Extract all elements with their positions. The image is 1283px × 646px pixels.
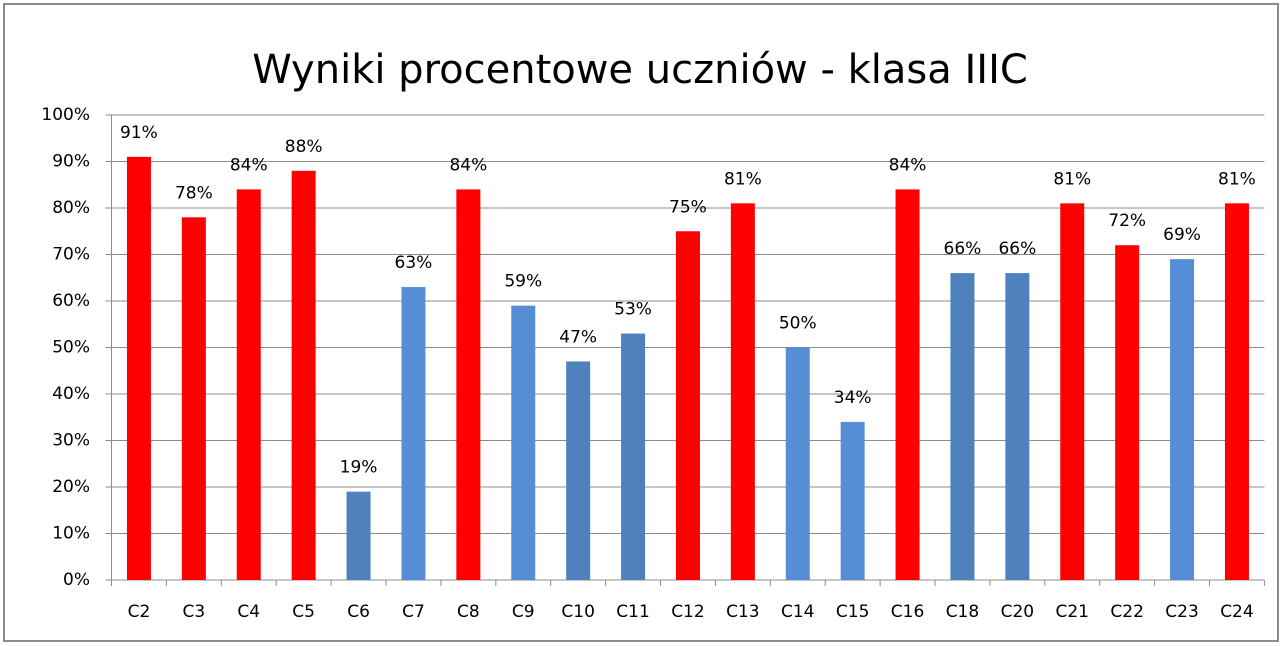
value-label: 19%: [340, 458, 378, 478]
value-label: 66%: [998, 239, 1036, 259]
value-label: 34%: [834, 388, 872, 408]
y-tick-label: 10%: [52, 524, 90, 544]
y-tick-label: 0%: [63, 570, 90, 590]
bar: [1224, 203, 1249, 580]
x-tick-label: C16: [891, 602, 925, 622]
x-tick-label: C18: [946, 602, 980, 622]
y-tick-label: 60%: [52, 291, 90, 311]
x-tick-label: C14: [781, 602, 815, 622]
value-label: 88%: [285, 137, 323, 157]
value-label: 53%: [614, 300, 652, 320]
chart-title: Wyniki procentowe uczniów - klasa IIIC: [252, 47, 1028, 93]
x-tick-label: C4: [237, 602, 260, 622]
x-tick-label: C11: [616, 602, 650, 622]
y-tick-label: 90%: [52, 152, 90, 172]
value-label: 91%: [120, 123, 158, 143]
bar: [1170, 259, 1195, 580]
value-label: 75%: [669, 197, 707, 217]
y-tick-label: 30%: [52, 431, 90, 451]
y-tick-label: 100%: [41, 105, 90, 125]
x-tick-label: C2: [128, 602, 151, 622]
bar: [1060, 203, 1085, 580]
y-tick-label: 70%: [52, 245, 90, 265]
value-label: 72%: [1108, 211, 1146, 231]
x-tick-label: C8: [457, 602, 480, 622]
bar: [236, 189, 261, 580]
value-label: 63%: [395, 253, 433, 273]
y-tick-label: 20%: [52, 477, 90, 497]
bar: [621, 333, 646, 580]
x-tick-label: C24: [1220, 602, 1254, 622]
x-tick-label: C21: [1055, 602, 1089, 622]
bar: [566, 361, 591, 580]
bar: [950, 273, 975, 580]
x-tick-label: C15: [836, 602, 870, 622]
x-tick-label: C3: [183, 602, 206, 622]
x-tick-label: C23: [1165, 602, 1199, 622]
bar: [1115, 245, 1140, 580]
value-label: 81%: [1053, 169, 1091, 189]
x-tick-label: C13: [726, 602, 760, 622]
x-tick-label: C12: [671, 602, 705, 622]
value-label: 59%: [504, 272, 542, 292]
x-tick-label: C10: [561, 602, 595, 622]
bar: [675, 231, 700, 580]
bar: [401, 287, 426, 580]
y-tick-label: 40%: [52, 384, 90, 404]
bar: [291, 170, 316, 581]
bar: [456, 189, 481, 580]
bar: [511, 305, 536, 580]
bar: [785, 347, 810, 580]
x-tick-label: C20: [1001, 602, 1035, 622]
bar: [181, 217, 206, 581]
bar: [895, 189, 920, 580]
y-tick-label: 50%: [52, 338, 90, 358]
value-label: 66%: [944, 239, 982, 259]
value-label: 47%: [559, 327, 597, 347]
value-label: 81%: [724, 169, 762, 189]
value-label: 84%: [230, 155, 268, 175]
value-label: 69%: [1163, 225, 1201, 245]
x-tick-label: C9: [512, 602, 535, 622]
bar: [730, 203, 755, 580]
x-tick-label: C6: [347, 602, 370, 622]
x-tick-label: C7: [402, 602, 425, 622]
x-tick-label: C22: [1110, 602, 1144, 622]
value-label: 81%: [1218, 169, 1256, 189]
bar: [1005, 273, 1030, 580]
bar: [840, 421, 865, 580]
x-tick-label: C5: [292, 602, 315, 622]
value-label: 84%: [889, 155, 927, 175]
bar: [126, 156, 151, 580]
value-label: 78%: [175, 183, 213, 203]
bar: [346, 491, 371, 580]
value-label: 84%: [449, 155, 487, 175]
value-label: 50%: [779, 314, 817, 334]
y-tick-label: 80%: [52, 198, 90, 218]
